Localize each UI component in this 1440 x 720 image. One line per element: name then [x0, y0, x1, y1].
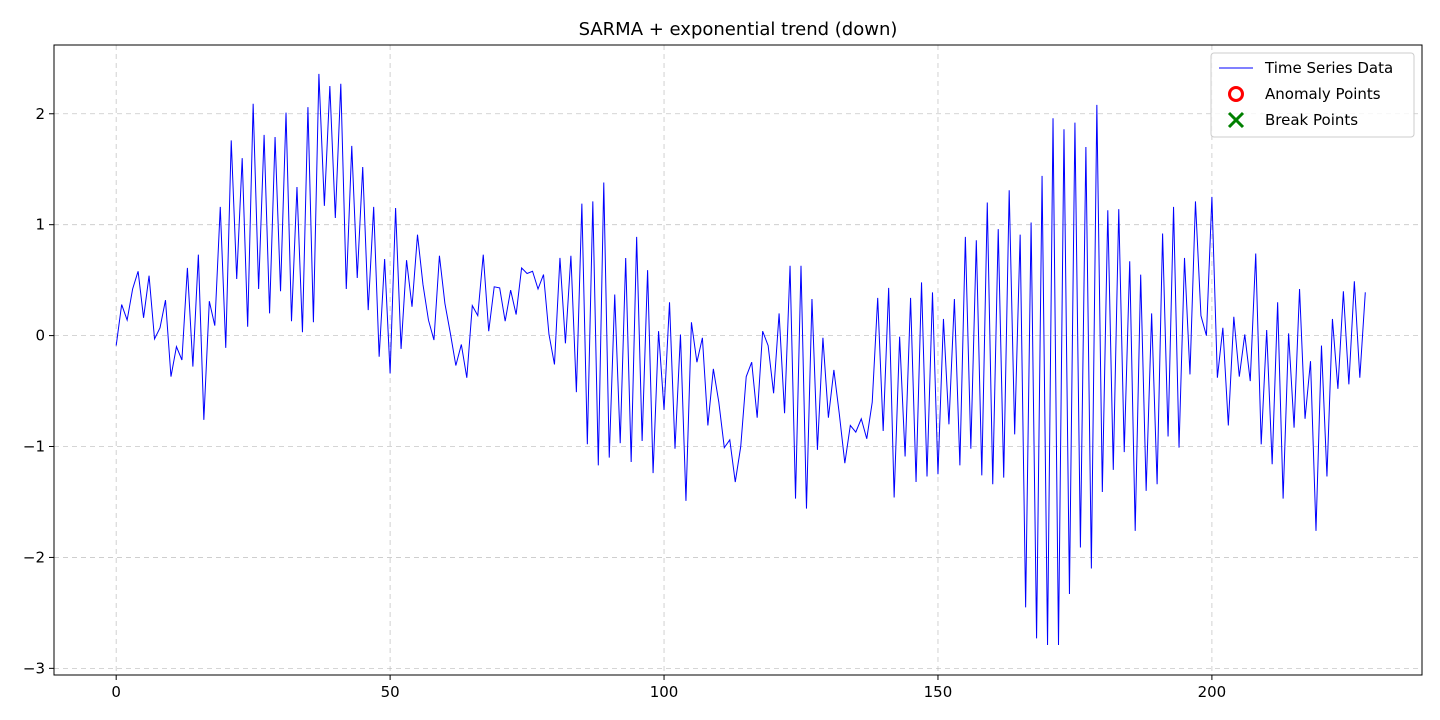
y-tick-label: −2	[23, 548, 45, 566]
x-axis: 0 50 100 150 200	[111, 675, 1226, 701]
y-tick-label: −3	[23, 659, 45, 677]
legend-label: Anomaly Points	[1265, 85, 1381, 103]
legend-box	[1210, 52, 1415, 138]
x-tick-label: 150	[924, 683, 953, 701]
series-layer	[115, 73, 1366, 646]
legend-circle-swatch	[1228, 86, 1244, 102]
plot-frame	[53, 44, 1423, 676]
y-tick-label: 0	[35, 327, 45, 345]
x-tick-label: 50	[381, 683, 400, 701]
legend-label: Break Points	[1265, 111, 1358, 129]
y-axis: −3 −2 −1 0 1 2	[23, 105, 54, 677]
grid	[54, 45, 1422, 675]
legend: Time Series Data Anomaly Points Break Poin…	[1210, 52, 1415, 138]
series-line	[115, 73, 1366, 646]
legend-x-swatch	[1227, 111, 1245, 129]
y-tick-label: 1	[35, 216, 45, 234]
y-tick-label: 2	[35, 105, 45, 123]
x-tick-label: 100	[650, 683, 679, 701]
x-tick-label: 0	[111, 683, 121, 701]
x-tick-label: 200	[1198, 683, 1227, 701]
chart-title: SARMA + exponential trend (down)	[579, 19, 898, 40]
y-tick-label: −1	[23, 438, 45, 456]
legend-label: Time Series Data	[1264, 59, 1393, 77]
